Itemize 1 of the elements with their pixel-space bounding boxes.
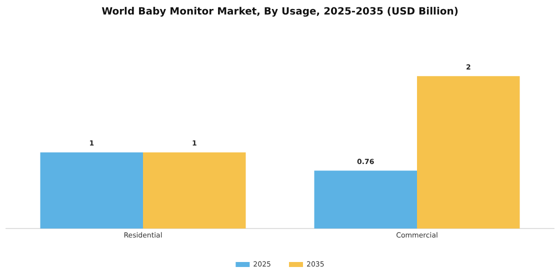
chart-title: World Baby Monitor Market, By Usage, 2025-2035 (USD Billion) xyxy=(102,6,458,18)
